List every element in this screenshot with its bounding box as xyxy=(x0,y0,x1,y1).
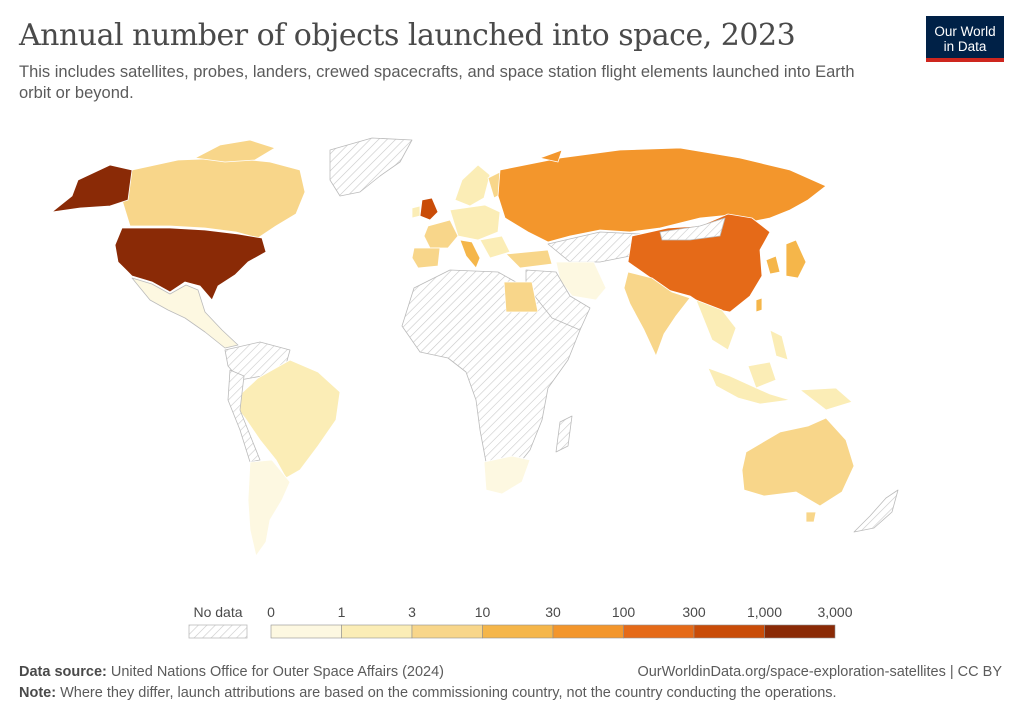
footer-source-label: Data source: xyxy=(19,664,107,680)
region-canada[interactable] xyxy=(121,157,306,239)
region-russia[interactable] xyxy=(497,147,827,243)
region-alaska[interactable] xyxy=(51,164,133,213)
region-turkey[interactable] xyxy=(505,249,553,269)
region-japan[interactable] xyxy=(785,239,807,279)
region-se-asia[interactable] xyxy=(695,299,737,351)
legend-tick-label-1: 1 xyxy=(338,604,346,620)
legend-tick-label-3: 10 xyxy=(475,604,491,620)
footer-url[interactable]: OurWorldinData.org/space-exploration-sat… xyxy=(637,664,1002,680)
region-borneo[interactable] xyxy=(747,361,777,389)
region-philippines[interactable] xyxy=(769,329,789,361)
region-france[interactable] xyxy=(423,219,459,249)
region-mongolia[interactable] xyxy=(659,217,726,241)
footer-note-text: Where they differ, launch attributions a… xyxy=(60,685,837,701)
footer-note: Note: Where they differ, launch attribut… xyxy=(19,685,837,701)
legend-no-data-label: No data xyxy=(193,604,242,620)
region-spain[interactable] xyxy=(411,247,441,269)
region-new-zealand[interactable] xyxy=(853,489,899,533)
region-usa[interactable] xyxy=(114,227,267,301)
region-brazil[interactable] xyxy=(231,359,341,479)
footer-source-text: United Nations Office for Outer Space Af… xyxy=(110,664,445,680)
region-egypt[interactable] xyxy=(503,281,539,313)
legend: No data 0 1 3 10 30 100 300 1,000 3,000 xyxy=(188,604,853,639)
legend-tick-label-0: 0 xyxy=(267,604,275,620)
logo-line-2: in Data xyxy=(943,39,987,54)
legend-swatch-1 xyxy=(341,624,413,639)
world-map: No data 0 1 3 10 30 100 300 1,000 3,000 xyxy=(51,137,899,639)
region-mexico[interactable] xyxy=(131,277,239,349)
chart-title: Annual number of objects launched into s… xyxy=(19,18,796,53)
region-india[interactable] xyxy=(623,271,691,357)
region-australia[interactable] xyxy=(741,417,855,507)
legend-tick-label-4: 30 xyxy=(545,604,561,620)
legend-swatch-7 xyxy=(764,624,836,639)
region-italy[interactable] xyxy=(459,239,481,269)
legend-tick-label-5: 100 xyxy=(612,604,636,620)
region-greenland[interactable] xyxy=(329,137,413,197)
region-scandinavia[interactable] xyxy=(454,164,491,207)
legend-swatch-3 xyxy=(482,624,554,639)
legend-tick-label-2: 3 xyxy=(408,604,416,620)
region-taiwan[interactable] xyxy=(755,297,763,313)
region-argentina[interactable] xyxy=(247,459,291,557)
region-madagascar[interactable] xyxy=(555,415,573,453)
legend-swatch-5 xyxy=(623,624,695,639)
region-uk[interactable] xyxy=(419,197,439,221)
legend-tick-label-6: 300 xyxy=(682,604,706,620)
region-new-guinea[interactable] xyxy=(799,387,853,411)
legend-swatch-0 xyxy=(270,624,342,639)
legend-swatch-2 xyxy=(411,624,483,639)
region-indonesia[interactable] xyxy=(707,367,791,405)
region-tasmania[interactable] xyxy=(805,511,817,523)
region-south-korea[interactable] xyxy=(765,255,781,275)
legend-swatch-6 xyxy=(693,624,765,639)
logo-line-1: Our World xyxy=(934,24,996,39)
legend-swatch-4 xyxy=(552,624,624,639)
region-south-africa[interactable] xyxy=(483,455,531,495)
chart-subtitle: This includes satellites, probes, lander… xyxy=(19,63,855,102)
legend-no-data-swatch xyxy=(188,624,248,639)
legend-tick-label-7: 1,000 xyxy=(747,604,782,620)
legend-tick-label-8: 3,000 xyxy=(817,604,852,620)
region-canada-islands[interactable] xyxy=(194,139,276,163)
footer-note-label: Note: xyxy=(19,685,57,701)
region-west-south-america[interactable] xyxy=(227,369,261,463)
footer-source: Data source: United Nations Office for O… xyxy=(19,664,444,680)
region-russia-north-island[interactable] xyxy=(539,149,563,163)
region-ireland[interactable] xyxy=(411,205,421,219)
owid-logo[interactable]: Our World in Data xyxy=(926,16,1004,62)
region-central-europe[interactable] xyxy=(449,204,501,241)
region-balkans[interactable] xyxy=(479,235,511,259)
